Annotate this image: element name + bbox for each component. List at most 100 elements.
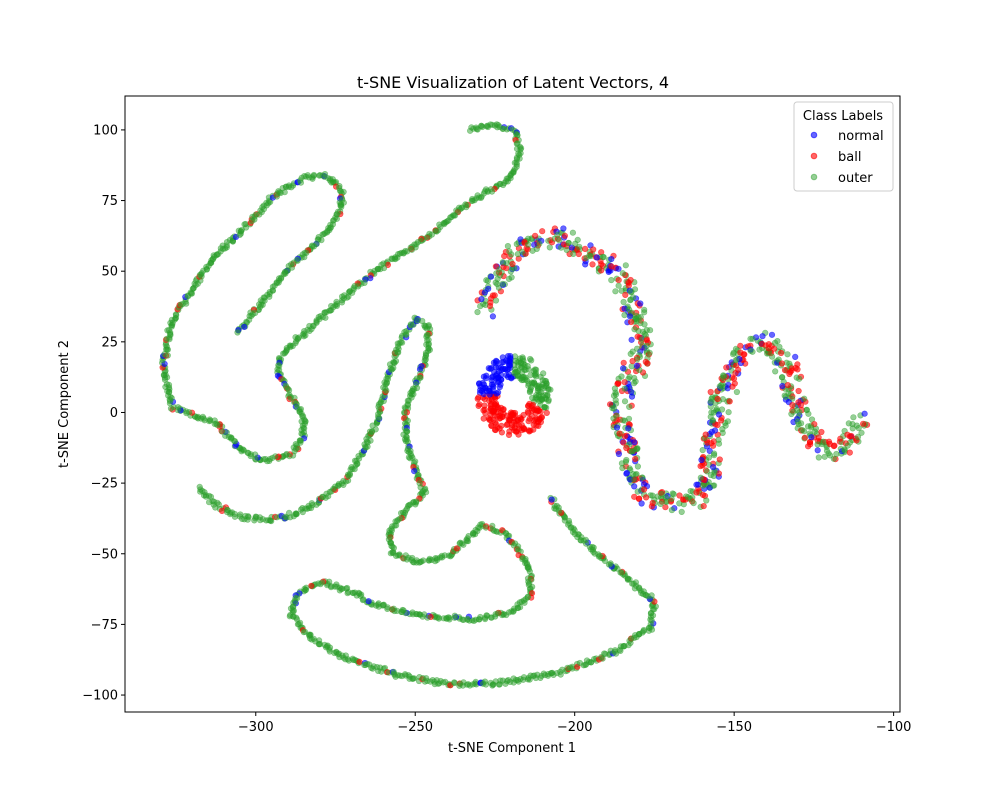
point-outer: [799, 426, 806, 434]
point-ball: [795, 399, 802, 406]
point-ball: [635, 495, 643, 502]
point-normal: [491, 369, 498, 376]
point-normal: [411, 468, 418, 475]
point-outer: [710, 409, 717, 416]
point-normal: [505, 373, 512, 381]
point-ball: [794, 366, 801, 373]
point-normal: [493, 358, 500, 365]
point-outer: [551, 502, 558, 509]
point-normal: [476, 380, 483, 387]
point-ball: [716, 456, 723, 463]
point-outer: [768, 353, 776, 360]
point-outer: [440, 679, 447, 686]
point-outer: [628, 363, 635, 370]
point-outer: [820, 438, 827, 445]
point-ball: [714, 395, 721, 403]
point-normal: [485, 365, 492, 372]
point-ball: [789, 402, 796, 409]
point-ball: [480, 415, 487, 422]
point-ball: [491, 401, 498, 408]
point-outer: [245, 513, 252, 521]
point-outer: [725, 409, 732, 416]
point-outer: [565, 239, 572, 247]
point-outer: [785, 390, 792, 397]
point-ball: [700, 503, 707, 510]
point-ball: [488, 408, 495, 415]
point-outer: [563, 246, 570, 253]
point-outer: [639, 474, 646, 481]
point-normal: [711, 427, 719, 434]
point-ball: [533, 415, 540, 422]
point-outer: [733, 388, 741, 396]
point-ball: [818, 428, 825, 436]
point-ball: [480, 407, 487, 414]
point-outer: [756, 346, 763, 353]
point-ball: [581, 245, 589, 252]
point-outer: [313, 318, 320, 325]
point-ball: [632, 455, 639, 463]
point-ball: [598, 267, 605, 274]
point-outer: [612, 400, 620, 407]
point-normal: [615, 265, 622, 272]
point-outer: [814, 441, 821, 448]
point-outer: [796, 375, 803, 382]
point-outer: [173, 312, 180, 319]
point-normal: [241, 323, 248, 331]
point-outer: [320, 231, 327, 238]
point-ball: [590, 246, 597, 253]
point-ball: [517, 416, 524, 423]
point-normal: [861, 410, 868, 417]
point-ball: [707, 388, 714, 396]
x-tick-label: −100: [876, 720, 912, 735]
point-outer: [732, 357, 739, 364]
point-outer: [519, 354, 526, 361]
point-ball: [487, 299, 494, 306]
point-outer: [621, 312, 628, 319]
point-outer: [503, 260, 510, 267]
point-outer: [384, 605, 391, 613]
point-outer: [779, 374, 786, 381]
point-outer: [451, 679, 458, 686]
point-outer: [710, 452, 718, 459]
point-ball: [848, 432, 855, 440]
point-outer: [845, 420, 852, 427]
point-outer: [796, 409, 803, 416]
point-ball: [737, 349, 744, 356]
point-normal: [792, 353, 799, 361]
point-outer: [684, 494, 692, 501]
point-ball: [859, 420, 867, 427]
point-ball: [765, 341, 772, 348]
point-ball: [512, 428, 520, 435]
point-outer: [633, 315, 640, 323]
point-outer: [389, 255, 396, 263]
point-outer: [536, 240, 543, 247]
point-ball: [598, 261, 605, 268]
point-outer: [625, 306, 633, 313]
point-outer: [630, 580, 637, 587]
point-normal: [500, 359, 507, 366]
point-outer: [724, 418, 732, 425]
point-outer: [290, 182, 297, 189]
point-outer: [709, 417, 716, 424]
point-outer: [640, 626, 648, 634]
chart-title: t-SNE Visualization of Latent Vectors, 4: [357, 73, 669, 92]
x-tick-label: −200: [557, 720, 593, 735]
point-ball: [561, 232, 569, 239]
point-outer: [630, 476, 637, 483]
point-ball: [778, 360, 786, 367]
point-normal: [593, 254, 601, 261]
point-normal: [706, 447, 713, 455]
point-outer: [545, 396, 552, 404]
point-outer: [547, 386, 554, 393]
point-normal: [631, 483, 638, 490]
point-normal: [560, 225, 567, 232]
point-outer: [833, 450, 840, 458]
y-axis-label: t-SNE Component 2: [57, 340, 72, 468]
point-normal: [493, 390, 500, 397]
point-outer: [620, 298, 627, 306]
point-ball: [787, 369, 794, 376]
point-outer: [518, 374, 525, 382]
point-ball: [676, 492, 683, 499]
point-ball: [620, 439, 627, 446]
point-ball: [781, 367, 789, 374]
